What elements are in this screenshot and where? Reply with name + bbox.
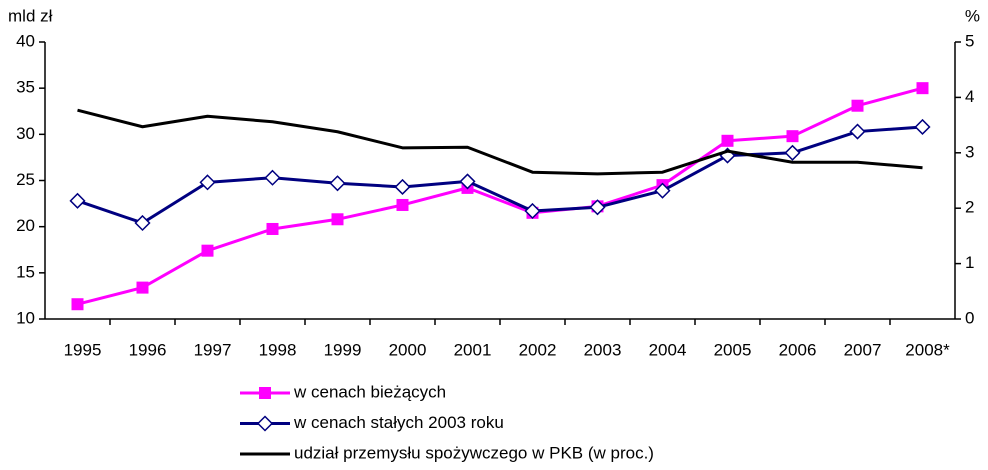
x-tick-label: 1995 [64,340,102,359]
series-marker [396,198,409,211]
x-tick-label: 1999 [324,340,362,359]
series-marker [654,182,671,199]
series-marker [721,134,734,147]
x-tick-label: 2008* [905,340,950,359]
y2-tick-label: 3 [965,142,974,161]
series-marker [524,202,541,220]
x-tick-label: 2003 [584,340,622,359]
series-marker [786,130,799,143]
y2-tick-label: 2 [965,198,974,217]
series-marker [851,99,864,112]
series-marker [264,169,281,186]
y-tick-label: 30 [16,124,35,143]
y-tick-label: 35 [16,78,35,97]
y-tick-label: 40 [16,31,35,50]
series-marker [914,118,931,136]
x-tick-label: 2005 [714,340,752,359]
y-tick-label: 10 [16,308,35,327]
series-marker [849,123,866,140]
series-marker [329,175,346,192]
y2-axis-label: % [965,6,980,25]
y-tick-label: 25 [16,170,35,189]
x-tick-label: 2002 [519,340,557,359]
y-tick-label: 20 [16,216,35,235]
series-marker [589,199,606,216]
series-marker [136,281,149,294]
y-axis-label: mld zł [8,6,53,25]
series-marker [784,144,801,161]
y2-tick-label: 5 [965,31,974,50]
x-tick-label: 2006 [779,340,817,359]
x-tick-label: 1997 [194,340,232,359]
x-tick-label: 2004 [649,340,687,359]
x-tick-label: 1996 [129,340,167,359]
y-tick-label: 15 [16,262,35,281]
x-tick-label: 2000 [389,340,427,359]
series-line [77,125,923,225]
legend-label: w cenach stałych 2003 roku [293,413,504,432]
series-marker [916,82,929,95]
series-marker [201,244,214,257]
legend-label: udział przemysłu spożywczego w PKB (w pr… [294,443,654,462]
series-marker [394,178,411,196]
series-line [77,108,923,176]
series-marker [266,222,279,235]
x-tick-label: 2007 [844,340,882,359]
series-marker [71,298,84,311]
series-marker [134,214,151,232]
y2-tick-label: 4 [965,87,974,106]
series-marker [459,173,476,190]
legend-marker [259,387,271,399]
series-marker [331,213,344,226]
legend-marker [256,415,274,432]
x-tick-label: 2001 [454,340,492,359]
series-marker [199,174,216,191]
series-line [77,86,923,306]
series-marker [69,192,86,209]
y2-tick-label: 1 [965,253,974,272]
x-tick-label: 1998 [259,340,297,359]
y2-tick-label: 0 [965,308,974,327]
legend-label: w cenach bieżących [293,382,446,401]
